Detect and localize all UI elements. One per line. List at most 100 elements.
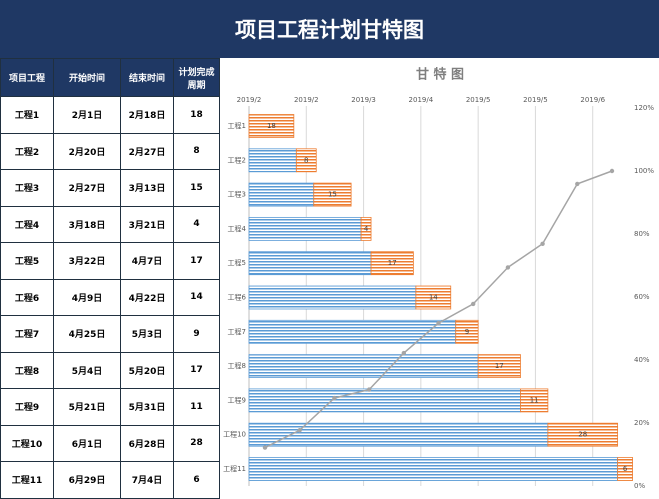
bar bbox=[248, 148, 297, 173]
table-row: 工程5 3月22日 4月7日 17 bbox=[0, 242, 220, 280]
table-row: 工程9 5月21日 5月31日 11 bbox=[0, 388, 220, 426]
table-cell: 6 bbox=[173, 461, 220, 499]
table-row: 工程11 6月29日 7月4日 6 bbox=[0, 461, 220, 499]
bar bbox=[248, 319, 457, 344]
table-cell: 3月18日 bbox=[53, 205, 121, 243]
bar bbox=[370, 251, 414, 276]
column-header: 计划完成周期 bbox=[173, 58, 220, 97]
y-tick-label: 工程10 bbox=[223, 430, 246, 439]
table-cell: 17 bbox=[173, 242, 220, 280]
data-label: 6 bbox=[623, 465, 628, 473]
table-cell: 工程11 bbox=[0, 461, 54, 499]
table-cell: 2月1日 bbox=[53, 96, 121, 134]
y-tick-label: 工程7 bbox=[228, 327, 246, 336]
table-cell: 2月20日 bbox=[53, 132, 121, 170]
y2-tick-label: 100% bbox=[634, 167, 654, 175]
column-header: 结束时间 bbox=[120, 58, 174, 97]
line-point bbox=[297, 428, 302, 433]
line-point bbox=[262, 445, 268, 450]
y-tick-label: 工程3 bbox=[228, 190, 246, 199]
table-cell: 5月4日 bbox=[53, 351, 121, 389]
data-label: 11 bbox=[530, 396, 539, 404]
table-row: 工程2 2月20日 2月27日 8 bbox=[0, 132, 220, 170]
table-cell: 4月25日 bbox=[53, 315, 121, 353]
y2-tick-label: 80% bbox=[634, 230, 650, 238]
data-label: 28 bbox=[578, 431, 587, 439]
table-cell: 6月29日 bbox=[53, 461, 121, 499]
table-cell: 5月21日 bbox=[53, 388, 121, 426]
bar bbox=[248, 388, 521, 413]
table-cell: 3月13日 bbox=[120, 169, 174, 207]
table-cell: 工程4 bbox=[0, 205, 54, 243]
table-row: 工程6 4月9日 4月22日 14 bbox=[0, 278, 220, 316]
x-tick-label: 2019/6 bbox=[580, 96, 605, 104]
line-point bbox=[575, 181, 580, 187]
chart: 甘 特 图 2019/2 2019/2 2019/3 2019/4 2019/5 2019… bbox=[223, 67, 654, 491]
bar bbox=[295, 148, 317, 173]
table-body: 工程1 2月1日 2月18日 18 工程2 2月20日 2月27日 8 工程3 2月27日 3月13… bbox=[0, 96, 220, 499]
data-label: 8 bbox=[304, 156, 308, 164]
x-tick-label: 2019/5 bbox=[523, 96, 548, 104]
table-cell: 工程2 bbox=[0, 132, 54, 170]
schedule-table: 项目工程 开始时间 结束时间 计划完成周期 工程1 2月1日 2月18日 18 工程2 2月20… bbox=[0, 58, 220, 499]
table-cell: 工程5 bbox=[0, 242, 54, 280]
table-cell: 5月3日 bbox=[120, 315, 174, 353]
y-tick-label: 工程4 bbox=[228, 224, 247, 233]
table-cell: 7月4日 bbox=[120, 461, 174, 499]
bar bbox=[360, 216, 372, 241]
table-cell: 18 bbox=[173, 96, 220, 134]
y-tick-label: 工程5 bbox=[228, 258, 246, 267]
y2-tick-label: 40% bbox=[634, 356, 650, 364]
bar bbox=[248, 182, 315, 207]
bar bbox=[248, 422, 549, 447]
table-cell: 28 bbox=[173, 424, 220, 462]
column-header: 开始时间 bbox=[53, 58, 121, 97]
bar bbox=[415, 285, 452, 310]
line-point bbox=[505, 265, 511, 270]
y-tick-label: 工程2 bbox=[228, 155, 246, 164]
x-tick-label: 2019/4 bbox=[409, 96, 434, 104]
table-row: 工程7 4月25日 5月3日 9 bbox=[0, 315, 220, 353]
data-label: 17 bbox=[495, 362, 504, 370]
table-cell: 4月7日 bbox=[120, 242, 174, 280]
table-row: 工程3 2月27日 3月13日 15 bbox=[0, 169, 220, 207]
data-label: 17 bbox=[388, 259, 397, 267]
bar bbox=[248, 285, 417, 310]
y2-tick-label: 120% bbox=[634, 104, 654, 112]
page-title: 项目工程计划甘特图 bbox=[0, 0, 659, 58]
y2-tick-label: 20% bbox=[634, 419, 650, 427]
bar bbox=[617, 457, 633, 481]
y-tick-label: 工程8 bbox=[228, 361, 246, 370]
table-cell: 3月22日 bbox=[53, 242, 121, 280]
table-row: 工程4 3月18日 3月21日 4 bbox=[0, 205, 220, 243]
table-cell: 工程3 bbox=[0, 169, 54, 207]
table-cell: 6月28日 bbox=[120, 424, 174, 462]
table-cell: 工程9 bbox=[0, 388, 54, 426]
table-cell: 工程6 bbox=[0, 278, 54, 316]
line-point bbox=[540, 241, 545, 246]
bar bbox=[248, 114, 295, 138]
table-cell: 工程1 bbox=[0, 96, 54, 134]
table-cell: 4月9日 bbox=[53, 278, 121, 316]
table-cell: 6月1日 bbox=[53, 424, 121, 462]
bar bbox=[477, 354, 521, 379]
data-label: 4 bbox=[364, 225, 369, 233]
table-cell: 工程8 bbox=[0, 351, 54, 389]
line-point bbox=[332, 395, 337, 401]
bar bbox=[248, 354, 479, 379]
table-cell: 8 bbox=[173, 132, 220, 170]
x-tick-label: 2019/2 bbox=[237, 96, 262, 104]
bar bbox=[547, 422, 619, 447]
line-point bbox=[366, 387, 372, 392]
y2-tick-label: 60% bbox=[634, 293, 650, 301]
table-cell: 5月31日 bbox=[120, 388, 174, 426]
bar bbox=[248, 251, 372, 276]
table-row: 工程1 2月1日 2月18日 18 bbox=[0, 96, 220, 134]
table-cell: 工程7 bbox=[0, 315, 54, 353]
table-cell: 2月27日 bbox=[53, 169, 121, 207]
bar bbox=[248, 457, 619, 481]
x-tick-label: 2019/2 bbox=[294, 96, 319, 104]
table-cell: 11 bbox=[173, 388, 220, 426]
data-label: 18 bbox=[267, 122, 276, 130]
